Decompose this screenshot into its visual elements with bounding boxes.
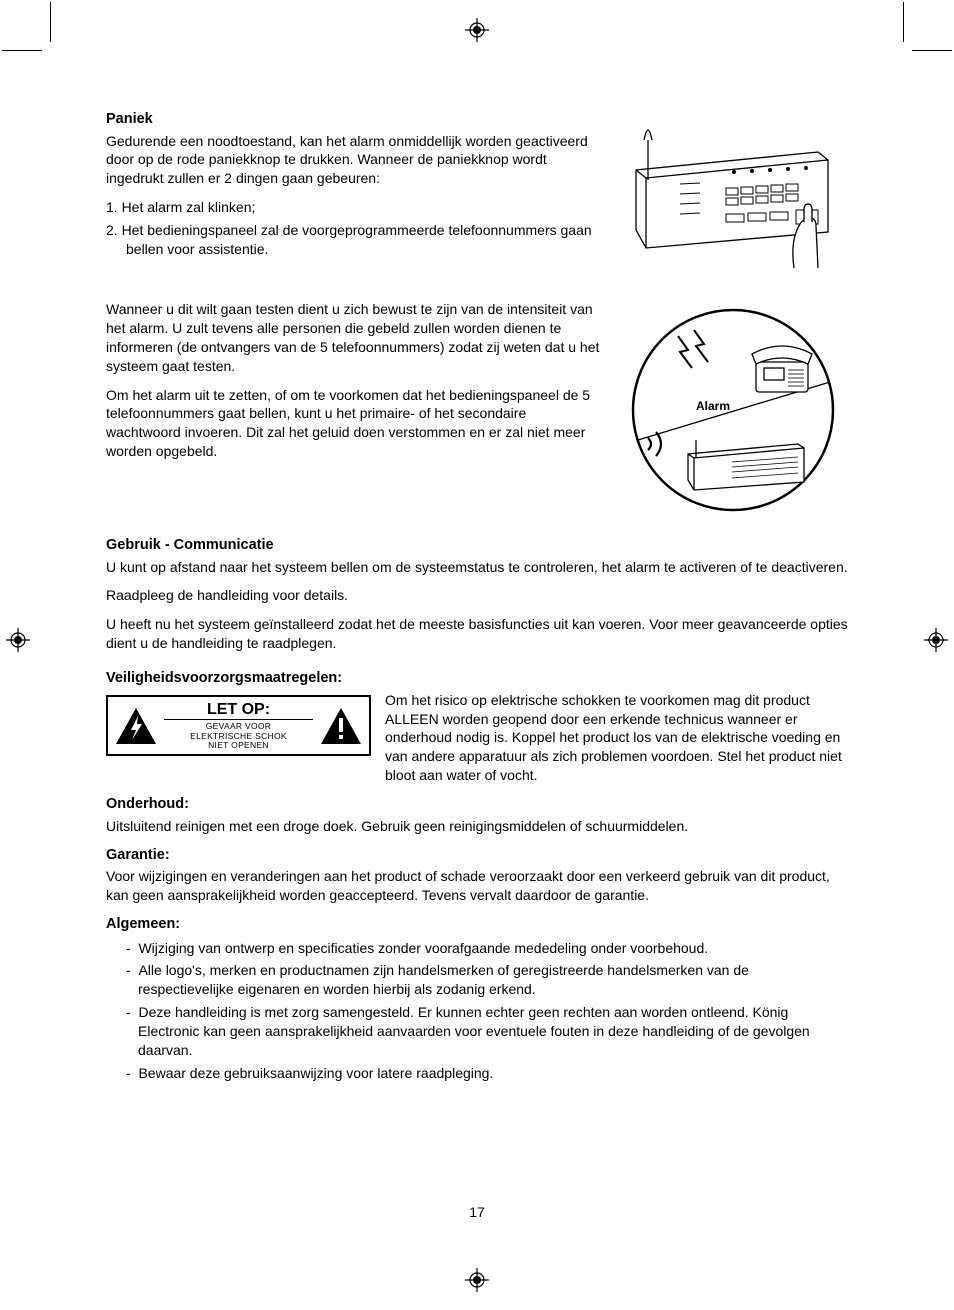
section-garantie: Garantie: Voor wijzigingen en veranderin… bbox=[106, 846, 848, 905]
exclamation-triangle-icon bbox=[319, 706, 363, 746]
section-paniek: Paniek Gedurende een noodtoestand, kan h… bbox=[106, 110, 848, 270]
warning-title: LET OP: bbox=[164, 701, 313, 721]
section-onderhoud: Onderhoud: Uitsluitend reinigen met een … bbox=[106, 795, 848, 835]
manual-page: Paniek Gedurende een noodtoestand, kan h… bbox=[0, 0, 954, 1310]
list-item: Deze handleiding is met zorg samengestel… bbox=[116, 1003, 848, 1060]
paragraph: Om het alarm uit te zetten, of om te voo… bbox=[106, 386, 600, 462]
section-algemeen: Algemeen: Wijziging van ontwerp en speci… bbox=[106, 915, 848, 1083]
shock-triangle-icon bbox=[114, 706, 158, 746]
warning-badge: LET OP: GEVAAR VOOR ELEKTRISCHE SCHOK NI… bbox=[106, 691, 371, 757]
heading-paniek: Paniek bbox=[106, 110, 600, 130]
heading-onderhoud: Onderhoud: bbox=[106, 795, 848, 815]
section-paniek-continued: Wanneer u dit wilt gaan testen dient u z… bbox=[106, 300, 848, 520]
paragraph: U heeft nu het systeem geïnstalleerd zod… bbox=[106, 615, 848, 653]
list-item: Wijziging van ontwerp en specificaties z… bbox=[116, 939, 848, 958]
registration-mark-icon bbox=[6, 628, 30, 652]
panel-press-illustration bbox=[618, 110, 848, 270]
warning-line: NIET OPENEN bbox=[164, 741, 313, 750]
paragraph: Gedurende een noodtoestand, kan het alar… bbox=[106, 132, 600, 189]
heading-gebruik: Gebruik - Communicatie bbox=[106, 536, 848, 556]
list-item: 1. Het alarm zal klinken; bbox=[106, 198, 600, 217]
numbered-list: 1. Het alarm zal klinken; 2. Het bedieni… bbox=[106, 198, 600, 259]
heading-algemeen: Algemeen: bbox=[106, 915, 848, 935]
list-item: Bewaar deze gebruiksaanwijzing voor late… bbox=[116, 1064, 848, 1083]
list-item: Alle logo's, merken en productnamen zijn… bbox=[116, 961, 848, 999]
paragraph: Voor wijzigingen en veranderingen aan he… bbox=[106, 867, 848, 905]
alarm-circle-illustration: Alarm bbox=[618, 300, 848, 520]
heading-veiligheid: Veiligheidsvoorzorgsmaatregelen: bbox=[106, 669, 848, 689]
heading-garantie: Garantie: bbox=[106, 846, 848, 866]
registration-mark-icon bbox=[924, 628, 948, 652]
paragraph: Om het risico op elektrische schokken te… bbox=[385, 691, 848, 785]
paragraph: Wanneer u dit wilt gaan testen dient u z… bbox=[106, 300, 600, 376]
section-veiligheid: Veiligheidsvoorzorgsmaatregelen: LET OP:… bbox=[106, 669, 848, 785]
section-gebruik: Gebruik - Communicatie U kunt op afstand… bbox=[106, 536, 848, 653]
registration-mark-icon bbox=[465, 1268, 489, 1292]
paragraph: U kunt op afstand naar het systeem belle… bbox=[106, 558, 848, 577]
page-number: 17 bbox=[0, 1203, 954, 1222]
alarm-label: Alarm bbox=[696, 399, 730, 413]
registration-mark-icon bbox=[465, 18, 489, 42]
list-item: 2. Het bedieningspaneel zal de voorgepro… bbox=[106, 221, 600, 259]
paragraph: Raadpleeg de handleiding voor details. bbox=[106, 586, 848, 605]
dashed-list: Wijziging van ontwerp en specificaties z… bbox=[106, 939, 848, 1083]
paragraph: Uitsluitend reinigen met een droge doek.… bbox=[106, 817, 848, 836]
